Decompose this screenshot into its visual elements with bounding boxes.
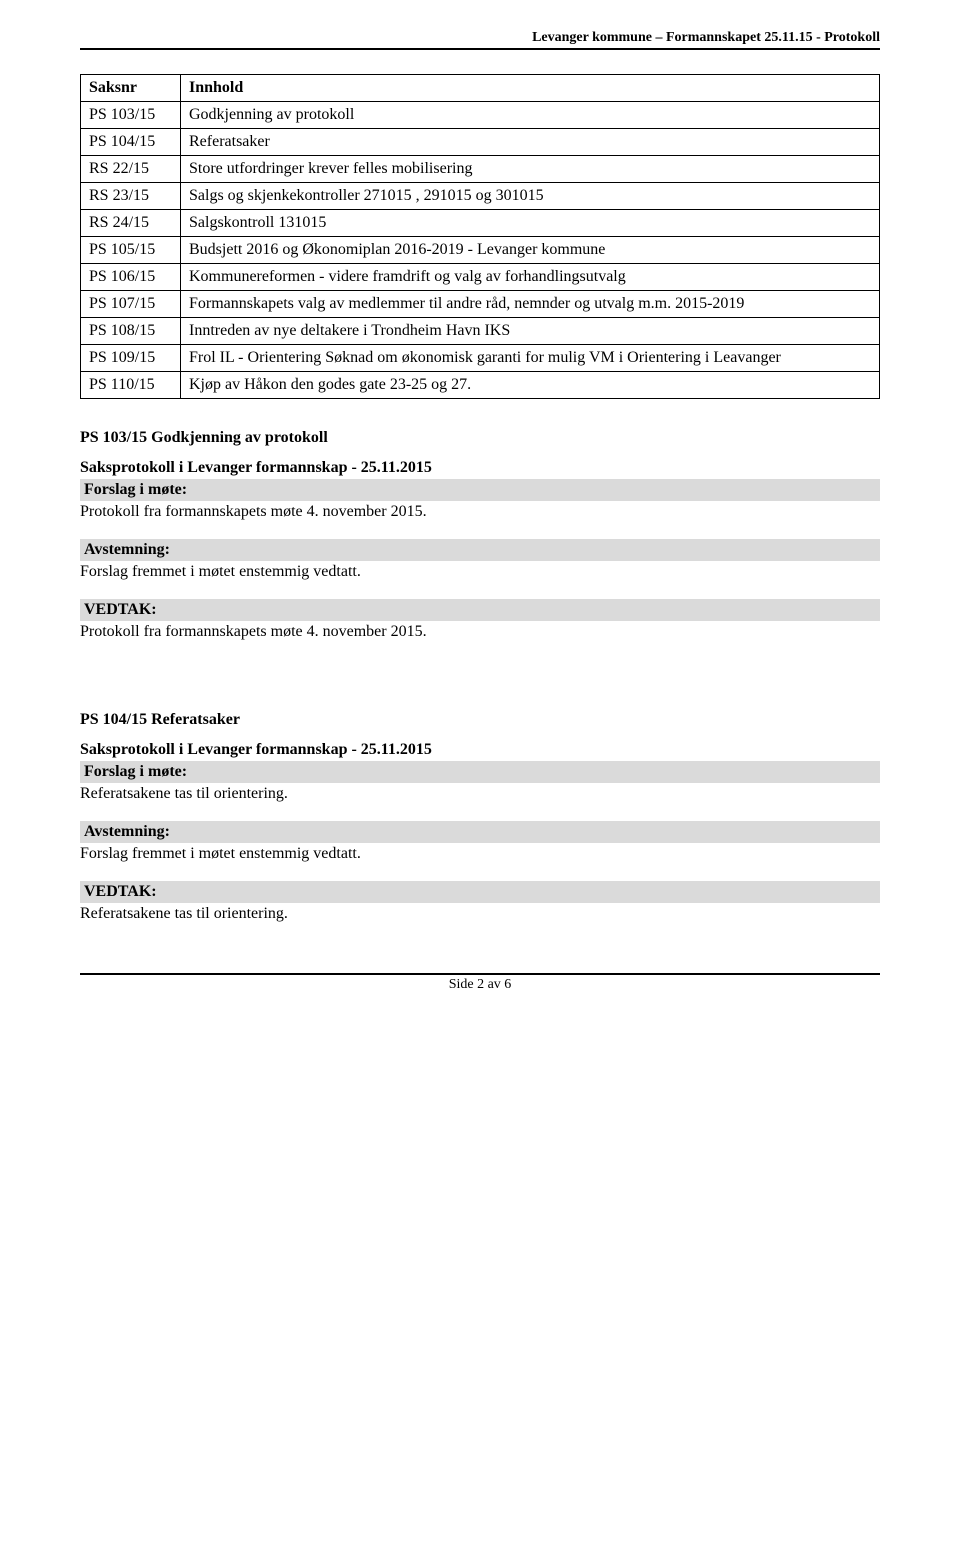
table-header-row: Saksnr Innhold: [81, 75, 880, 102]
cell-innhold: Kommunereformen - videre framdrift og va…: [181, 264, 880, 291]
cell-innhold: Inntreden av nye deltakere i Trondheim H…: [181, 318, 880, 345]
table-row: PS 103/15Godkjenning av protokoll: [81, 102, 880, 129]
cell-innhold: Frol IL - Orientering Søknad om økonomis…: [181, 345, 880, 372]
forslag-label-104: Forslag i møte:: [80, 761, 880, 783]
avstemning-text-103: Forslag fremmet i møtet enstemmig vedtat…: [80, 563, 880, 581]
cell-innhold: Budsjett 2016 og Økonomiplan 2016-2019 -…: [181, 237, 880, 264]
proto-title-104: Saksprotokoll i Levanger formannskap - 2…: [80, 741, 880, 759]
forslag-label-103: Forslag i møte:: [80, 479, 880, 501]
cell-saksnr: RS 23/15: [81, 183, 181, 210]
vedtak-text-104: Referatsakene tas til orientering.: [80, 905, 880, 923]
table-row: PS 107/15Formannskapets valg av medlemme…: [81, 291, 880, 318]
col-header-saksnr: Saksnr: [81, 75, 181, 102]
forslag-text-103: Protokoll fra formannskapets møte 4. nov…: [80, 503, 880, 521]
cell-saksnr: RS 22/15: [81, 156, 181, 183]
cell-saksnr: PS 103/15: [81, 102, 181, 129]
vedtak-label-103: VEDTAK:: [80, 599, 880, 621]
cell-innhold: Referatsaker: [181, 129, 880, 156]
cell-innhold: Salgs og skjenkekontroller 271015 , 2910…: [181, 183, 880, 210]
section-heading-103: PS 103/15 Godkjenning av protokoll: [80, 429, 880, 447]
forslag-text-104: Referatsakene tas til orientering.: [80, 785, 880, 803]
table-row: PS 108/15Inntreden av nye deltakere i Tr…: [81, 318, 880, 345]
vedtak-label-104: VEDTAK:: [80, 881, 880, 903]
section-heading-104: PS 104/15 Referatsaker: [80, 711, 880, 729]
cell-saksnr: PS 105/15: [81, 237, 181, 264]
cell-saksnr: PS 109/15: [81, 345, 181, 372]
table-row: PS 110/15Kjøp av Håkon den godes gate 23…: [81, 372, 880, 399]
page-header: Levanger kommune – Formannskapet 25.11.1…: [80, 30, 880, 50]
cell-innhold: Formannskapets valg av medlemmer til and…: [181, 291, 880, 318]
cell-innhold: Store utfordringer krever felles mobilis…: [181, 156, 880, 183]
table-row: RS 23/15Salgs og skjenkekontroller 27101…: [81, 183, 880, 210]
table-row: PS 106/15Kommunereformen - videre framdr…: [81, 264, 880, 291]
avstemning-text-104: Forslag fremmet i møtet enstemmig vedtat…: [80, 845, 880, 863]
table-row: RS 22/15Store utfordringer krever felles…: [81, 156, 880, 183]
table-row: PS 105/15Budsjett 2016 og Økonomiplan 20…: [81, 237, 880, 264]
cell-saksnr: PS 110/15: [81, 372, 181, 399]
avstemning-label-103: Avstemning:: [80, 539, 880, 561]
col-header-innhold: Innhold: [181, 75, 880, 102]
cell-saksnr: PS 106/15: [81, 264, 181, 291]
table-row: PS 109/15Frol IL - Orientering Søknad om…: [81, 345, 880, 372]
cell-saksnr: RS 24/15: [81, 210, 181, 237]
page-number: Side 2 av 6: [449, 977, 512, 992]
vedtak-text-103: Protokoll fra formannskapets møte 4. nov…: [80, 623, 880, 641]
page-footer: Side 2 av 6: [80, 973, 880, 993]
table-row: RS 24/15Salgskontroll 131015: [81, 210, 880, 237]
sak-table: Saksnr Innhold PS 103/15Godkjenning av p…: [80, 74, 880, 399]
cell-innhold: Kjøp av Håkon den godes gate 23-25 og 27…: [181, 372, 880, 399]
cell-innhold: Godkjenning av protokoll: [181, 102, 880, 129]
avstemning-label-104: Avstemning:: [80, 821, 880, 843]
proto-title-103: Saksprotokoll i Levanger formannskap - 2…: [80, 459, 880, 477]
table-row: PS 104/15Referatsaker: [81, 129, 880, 156]
cell-innhold: Salgskontroll 131015: [181, 210, 880, 237]
cell-saksnr: PS 108/15: [81, 318, 181, 345]
cell-saksnr: PS 107/15: [81, 291, 181, 318]
cell-saksnr: PS 104/15: [81, 129, 181, 156]
